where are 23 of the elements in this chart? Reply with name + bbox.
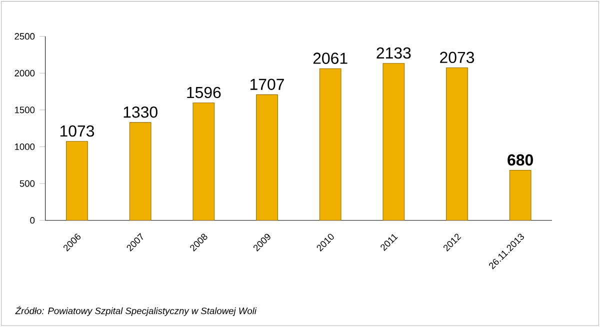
data-label: 1330 [124,106,158,118]
bar [509,170,532,220]
y-tick-label: 500 [20,180,35,187]
bar [192,102,215,220]
data-label: 1707 [250,78,284,90]
bar [129,122,152,220]
bar [66,141,88,220]
y-tick-label: 2000 [14,70,35,76]
y-tick-label: 2500 [14,33,35,40]
text: Źródło: Powiatowy Szpital Specjalistyczny w Stalowej Woli [15,306,257,316]
bar [446,67,468,220]
y-tick-label: 1000 [14,143,35,150]
y-tick-label: 1500 [14,106,35,114]
data-label: 2133 [376,47,411,59]
bar [256,94,278,220]
bar [319,68,342,220]
data-label: 2061 [313,52,348,64]
data-label: 1073 [60,125,94,137]
data-label: 1596 [187,86,221,98]
data-label: 680 [508,154,533,166]
data-label: 2073 [440,52,474,64]
bar [382,63,405,220]
y-tick-label: 0 [30,217,35,224]
